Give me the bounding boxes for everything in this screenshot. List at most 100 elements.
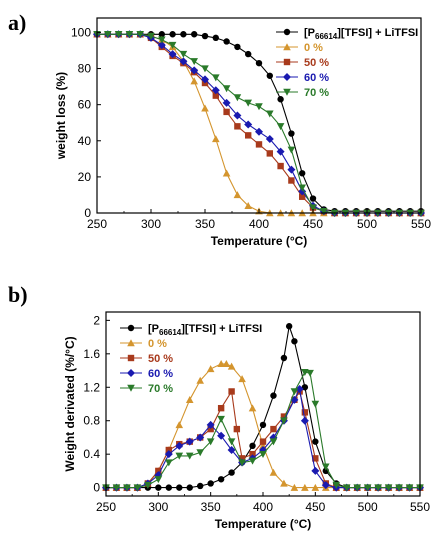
data-point	[374, 484, 382, 492]
data-point	[298, 184, 306, 192]
legend-label: 0 %	[304, 42, 323, 54]
x-tick-label: 300	[141, 217, 161, 231]
data-point	[207, 425, 214, 433]
data-point	[222, 85, 231, 93]
data-point	[217, 476, 225, 483]
data-point	[233, 94, 242, 102]
data-point	[191, 31, 198, 38]
data-point	[179, 50, 188, 58]
panel-b-label: b)	[8, 282, 28, 307]
x-axis-title: Temperature (°C)	[215, 517, 312, 531]
data-point	[227, 362, 236, 370]
y-tick-label: 1.2	[83, 380, 100, 394]
x-tick-label: 400	[253, 500, 273, 514]
data-point	[233, 425, 241, 433]
legend-label: 50 %	[304, 57, 329, 69]
data-point	[201, 32, 209, 40]
data-point	[311, 483, 320, 491]
x-tick-label: 400	[249, 217, 269, 231]
y-tick-label: 60	[78, 98, 92, 112]
y-tick-label: 0	[93, 481, 100, 495]
data-point	[301, 483, 309, 491]
data-point	[255, 141, 263, 148]
data-point	[165, 446, 172, 454]
data-point	[276, 147, 285, 156]
legend-marker	[127, 369, 135, 377]
data-point	[248, 457, 257, 465]
data-point	[249, 450, 256, 458]
legend-label: [P66614][TFSI] + LiTFSI	[148, 323, 262, 337]
data-point	[104, 31, 112, 39]
data-point	[144, 481, 152, 489]
series-line	[106, 387, 420, 489]
data-point	[158, 36, 166, 44]
data-point	[190, 66, 199, 75]
data-point	[206, 365, 215, 373]
data-point	[291, 338, 298, 345]
legend-marker	[283, 28, 291, 36]
data-point	[197, 482, 204, 490]
data-point	[196, 433, 205, 442]
data-point	[285, 323, 293, 330]
data-point	[212, 135, 220, 143]
legend-label: 0 %	[148, 338, 167, 350]
x-tick-label: 450	[303, 217, 323, 231]
data-point	[280, 417, 288, 425]
legend-marker	[283, 58, 291, 66]
y-tick-label: 20	[78, 170, 92, 184]
data-point	[222, 360, 231, 368]
y-tick-label: 2	[93, 313, 100, 327]
data-point	[321, 481, 330, 490]
data-point	[238, 455, 246, 462]
data-point	[179, 57, 188, 66]
data-point	[123, 484, 131, 492]
data-point	[158, 31, 165, 38]
series-4	[102, 369, 424, 492]
data-point	[259, 421, 267, 429]
data-point	[280, 354, 288, 362]
data-point	[287, 165, 296, 174]
data-point	[322, 463, 330, 471]
legend-marker	[127, 354, 135, 362]
data-point	[212, 34, 219, 42]
data-point	[301, 409, 309, 416]
data-point	[405, 484, 414, 492]
data-point	[259, 450, 267, 458]
data-point	[217, 404, 225, 412]
x-tick-label: 250	[96, 500, 116, 514]
x-tick-label: 500	[357, 217, 377, 231]
data-point	[222, 169, 231, 177]
data-point	[201, 104, 209, 112]
data-point	[301, 369, 309, 377]
data-point	[299, 170, 306, 177]
data-point	[309, 204, 317, 212]
data-point	[259, 438, 267, 445]
data-point	[309, 195, 317, 202]
data-point	[217, 431, 226, 440]
data-point	[265, 134, 274, 143]
x-tick-label: 450	[305, 500, 325, 514]
data-point	[155, 484, 162, 491]
data-point	[276, 123, 285, 131]
data-point	[175, 452, 184, 460]
y-tick-label: 0.4	[83, 447, 100, 461]
data-point	[165, 484, 172, 491]
data-point	[206, 438, 215, 446]
series-2	[102, 388, 424, 491]
data-point	[312, 438, 319, 445]
data-point	[154, 476, 163, 484]
data-point	[175, 441, 184, 450]
data-point	[168, 41, 177, 49]
data-point	[169, 31, 176, 38]
legend-marker	[127, 384, 135, 392]
legend-label: [P66614][TFSI] + LiTFSI	[304, 27, 418, 41]
data-point	[176, 484, 183, 491]
data-point	[312, 455, 319, 462]
data-point	[133, 484, 142, 492]
data-point	[290, 388, 299, 396]
data-point	[255, 103, 263, 111]
data-point	[288, 130, 295, 137]
legend-label: 70 %	[148, 383, 173, 395]
data-point	[306, 369, 314, 377]
data-point	[299, 193, 306, 200]
